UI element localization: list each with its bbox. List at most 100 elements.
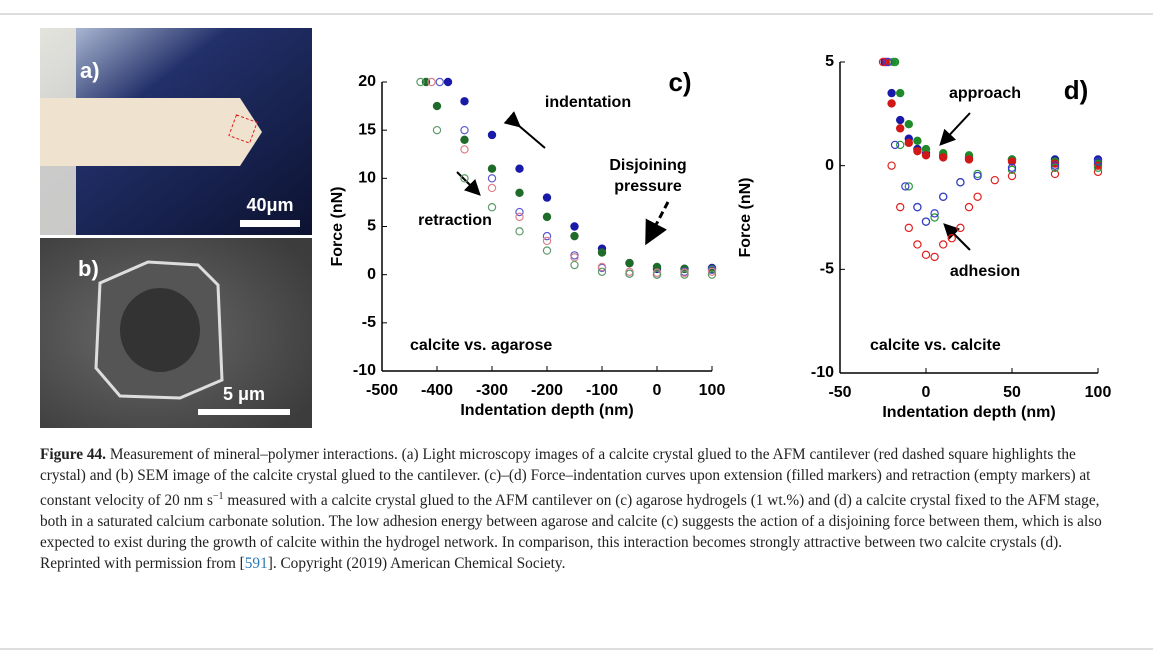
data-point [890, 140, 900, 150]
data-point [487, 174, 497, 183]
data-point [973, 171, 982, 181]
annotation: calcite vs. calcite [870, 337, 1001, 354]
data-point [570, 222, 579, 231]
data-point [1093, 157, 1103, 166]
data-point [680, 270, 689, 279]
x-tick-label: -50 [828, 384, 851, 401]
x-tick-label: -500 [366, 382, 398, 399]
annotation: calcite vs. agarose [410, 337, 552, 354]
data-point [542, 246, 552, 255]
x-tick-label: -200 [531, 382, 563, 399]
data-point [652, 270, 662, 279]
y-tick-label: 5 [825, 53, 834, 70]
cantilever [40, 98, 262, 166]
data-point [625, 258, 634, 268]
y-tick-label: 15 [358, 121, 376, 138]
data-point [921, 217, 931, 226]
data-point [930, 252, 939, 262]
data-point [913, 240, 922, 249]
y-tick-label: 0 [825, 157, 834, 174]
data-point [964, 155, 974, 164]
x-tick-label: 0 [653, 382, 662, 399]
data-point [887, 99, 896, 108]
data-point [904, 223, 914, 233]
reference-link[interactable]: 591 [244, 555, 268, 573]
data-point [956, 223, 965, 233]
panel-label: c) [668, 67, 691, 97]
data-point [930, 209, 939, 218]
y-tick-label: 20 [358, 73, 376, 90]
scale-label: 5 μm [223, 384, 265, 404]
data-point [939, 240, 948, 249]
data-point [432, 125, 442, 135]
data-point [921, 151, 931, 160]
data-point [1093, 167, 1103, 177]
y-tick-label: -10 [811, 364, 834, 381]
data-point [896, 202, 905, 212]
y-tick-label: 5 [367, 218, 376, 235]
crystal-center [120, 288, 200, 372]
y-tick-label: -5 [820, 261, 834, 278]
arrow [503, 111, 546, 149]
x-tick-label: 50 [1003, 384, 1021, 401]
data-point [542, 236, 552, 246]
caption: Figure 44. Measurement of mineral–polyme… [40, 444, 1125, 574]
data-point [416, 77, 425, 87]
data-point [896, 115, 905, 125]
data-point [956, 178, 965, 187]
x-axis-title: Indentation depth (nm) [460, 402, 633, 419]
data-point [883, 57, 893, 67]
data-point [889, 57, 898, 67]
caption-text: ]. Copyright (2019) American Chemical So… [267, 555, 566, 573]
x-tick-label: 0 [922, 384, 931, 401]
caption-text: Measurement of mineral–polymer interacti… [40, 446, 1091, 510]
panel-label: b) [78, 256, 99, 281]
arrow [645, 201, 670, 246]
data-point [515, 207, 524, 217]
data-point [597, 262, 607, 272]
data-point [460, 97, 469, 106]
data-point [487, 183, 497, 193]
data-point [896, 124, 905, 133]
data-point [460, 135, 469, 144]
panel-label: a) [80, 58, 100, 83]
y-tick-label: -5 [362, 314, 376, 331]
data-point [515, 227, 524, 236]
data-point [542, 193, 552, 202]
arrow [939, 112, 971, 146]
scale-bar [198, 409, 290, 415]
data-point [487, 130, 497, 140]
annotation: approach [949, 85, 1021, 102]
data-point [435, 77, 444, 87]
arrow [943, 223, 971, 251]
caption-label: Figure 44. [40, 446, 106, 463]
data-point [1007, 171, 1017, 181]
data-point [904, 119, 914, 129]
data-point [515, 188, 524, 197]
data-point [1050, 161, 1060, 170]
data-point [878, 57, 888, 67]
data-point [707, 270, 717, 279]
y-tick-label: 10 [358, 170, 376, 187]
caption-text: measured with a calcite crystal glued to… [40, 492, 1102, 573]
data-point [487, 203, 497, 212]
data-point [460, 174, 469, 183]
data-point [913, 146, 922, 156]
data-point [1007, 163, 1017, 172]
x-axis-title: Indentation depth (nm) [882, 404, 1055, 421]
data-point [707, 267, 717, 276]
panel-label: d) [1064, 75, 1089, 105]
data-point [1093, 163, 1103, 172]
data-point [913, 202, 922, 212]
data-point [597, 267, 607, 276]
data-point [947, 234, 957, 243]
y-tick-label: -10 [353, 362, 376, 379]
data-point [896, 140, 905, 150]
data-point [1050, 169, 1060, 179]
data-point [921, 250, 931, 260]
data-point [896, 88, 905, 98]
annotation: adhesion [950, 263, 1020, 280]
data-point [901, 182, 910, 191]
